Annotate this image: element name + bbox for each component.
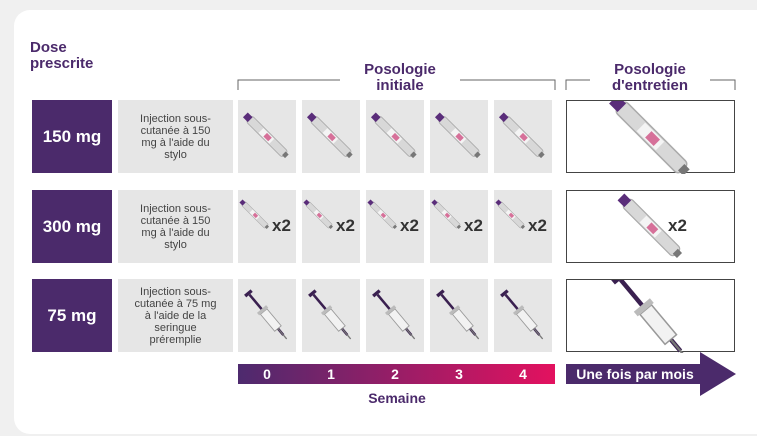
pen-icon: [431, 199, 462, 230]
syringe-icon: [244, 289, 288, 340]
dose-cell: [238, 100, 296, 173]
dose-label: 75 mg: [32, 279, 112, 352]
dose-cell: [302, 190, 360, 263]
dose-cell: [366, 100, 424, 173]
week-label: 0: [263, 366, 271, 382]
syringe-icon: [308, 289, 352, 340]
pen-icon: [434, 112, 481, 159]
description: Injection sous-cutanée à 75 mg à l'aide …: [118, 279, 233, 352]
pen-icon: [495, 199, 526, 230]
dose-cell: [238, 279, 296, 352]
maintenance-arrow: [566, 352, 736, 396]
dose-cell: [366, 279, 424, 352]
pen-icon: [239, 199, 270, 230]
maintenance-label: Une fois par mois: [576, 366, 694, 382]
pen-icon: [370, 112, 417, 159]
syringe-icon: [500, 289, 544, 340]
dose-label: 150 mg: [32, 100, 112, 173]
maintenance-title: Posologie d'entretien: [611, 61, 689, 94]
pen-icon: [303, 199, 334, 230]
axis-label: Semaine: [368, 390, 426, 406]
pen-icon: [242, 112, 289, 159]
multiplier: x2: [400, 216, 419, 235]
dose-cell: [430, 279, 488, 352]
dose-cell: [430, 190, 488, 263]
week-label: 2: [391, 366, 399, 382]
dose-label: 300 mg: [32, 190, 112, 263]
dose-cell: [302, 279, 360, 352]
multiplier: x2: [528, 216, 547, 235]
week-label: 3: [455, 366, 463, 382]
pen-icon: [617, 193, 683, 259]
week-label: 4: [519, 366, 527, 382]
description: Injection sous-cutanée à 150 mg à l'aide…: [118, 100, 233, 173]
initial-title: Posologie initiale: [364, 61, 436, 94]
pen-icon: [498, 112, 545, 159]
pen-icon: [609, 95, 690, 176]
pen-icon: [306, 112, 353, 159]
dose-title: Dose prescrite: [30, 39, 94, 72]
dose-cell: [430, 100, 488, 173]
dose-cell: [302, 100, 360, 173]
maintenance-cell: [566, 270, 735, 359]
dose-cell: [366, 190, 424, 263]
syringe-icon: [436, 289, 480, 340]
multiplier: x2: [668, 216, 687, 235]
dose-cell: [494, 279, 552, 352]
description: Injection sous-cutanée à 150 mg à l'aide…: [118, 190, 233, 263]
maintenance-cell: [566, 95, 735, 176]
pen-icon: [367, 199, 398, 230]
dose-cell: [494, 190, 552, 263]
maintenance-cell: [566, 190, 735, 263]
dose-cell: [238, 190, 296, 263]
multiplier: x2: [272, 216, 291, 235]
week-bar: [238, 364, 555, 384]
week-label: 1: [327, 366, 335, 382]
multiplier: x2: [464, 216, 483, 235]
multiplier: x2: [336, 216, 355, 235]
syringe-icon: [611, 270, 688, 359]
dose-cell: [494, 100, 552, 173]
syringe-icon: [372, 289, 416, 340]
